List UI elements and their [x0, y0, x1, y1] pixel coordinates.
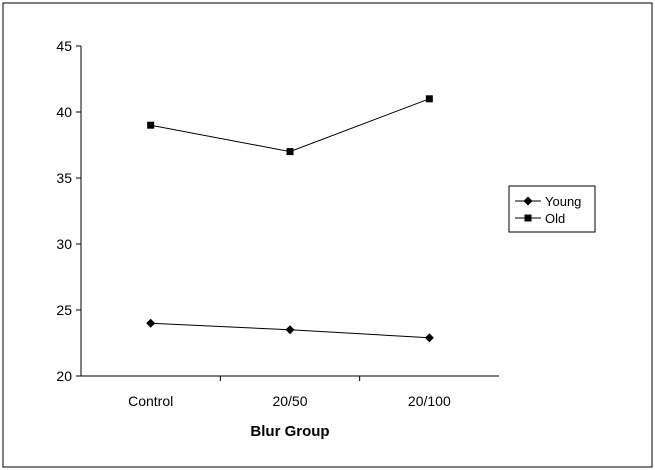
legend-marker — [523, 196, 533, 206]
legend: Young Old — [508, 185, 596, 233]
x-tick-label: 20/50 — [272, 393, 307, 409]
x-axis-title: Blur Group — [250, 423, 329, 440]
y-tick-label: 35 — [56, 170, 72, 186]
series-old — [147, 95, 433, 156]
x-tick-label: 20/100 — [408, 393, 451, 409]
legend-item-old: Old — [515, 211, 565, 226]
data-point — [285, 325, 295, 335]
legend-label: Young — [545, 194, 581, 209]
data-point — [286, 148, 294, 156]
data-point — [147, 121, 155, 129]
legend-box — [508, 185, 596, 233]
series-young — [146, 318, 434, 343]
series-layer — [146, 95, 434, 343]
y-tick-label: 20 — [56, 368, 72, 384]
data-point — [424, 333, 434, 343]
y-axis: 20 25 30 35 40 45 — [56, 38, 82, 384]
data-point — [146, 318, 156, 328]
y-tick-label: 30 — [56, 236, 72, 252]
legend-marker — [524, 214, 532, 222]
x-axis: Control 20/50 20/100 — [81, 375, 499, 409]
y-tick-label: 45 — [56, 38, 72, 54]
y-tick-label: 40 — [56, 104, 72, 120]
data-point — [425, 95, 433, 103]
legend-item-young: Young — [515, 194, 581, 209]
legend-label: Old — [545, 211, 565, 226]
x-tick-label: Control — [128, 393, 173, 409]
y-tick-label: 25 — [56, 302, 72, 318]
